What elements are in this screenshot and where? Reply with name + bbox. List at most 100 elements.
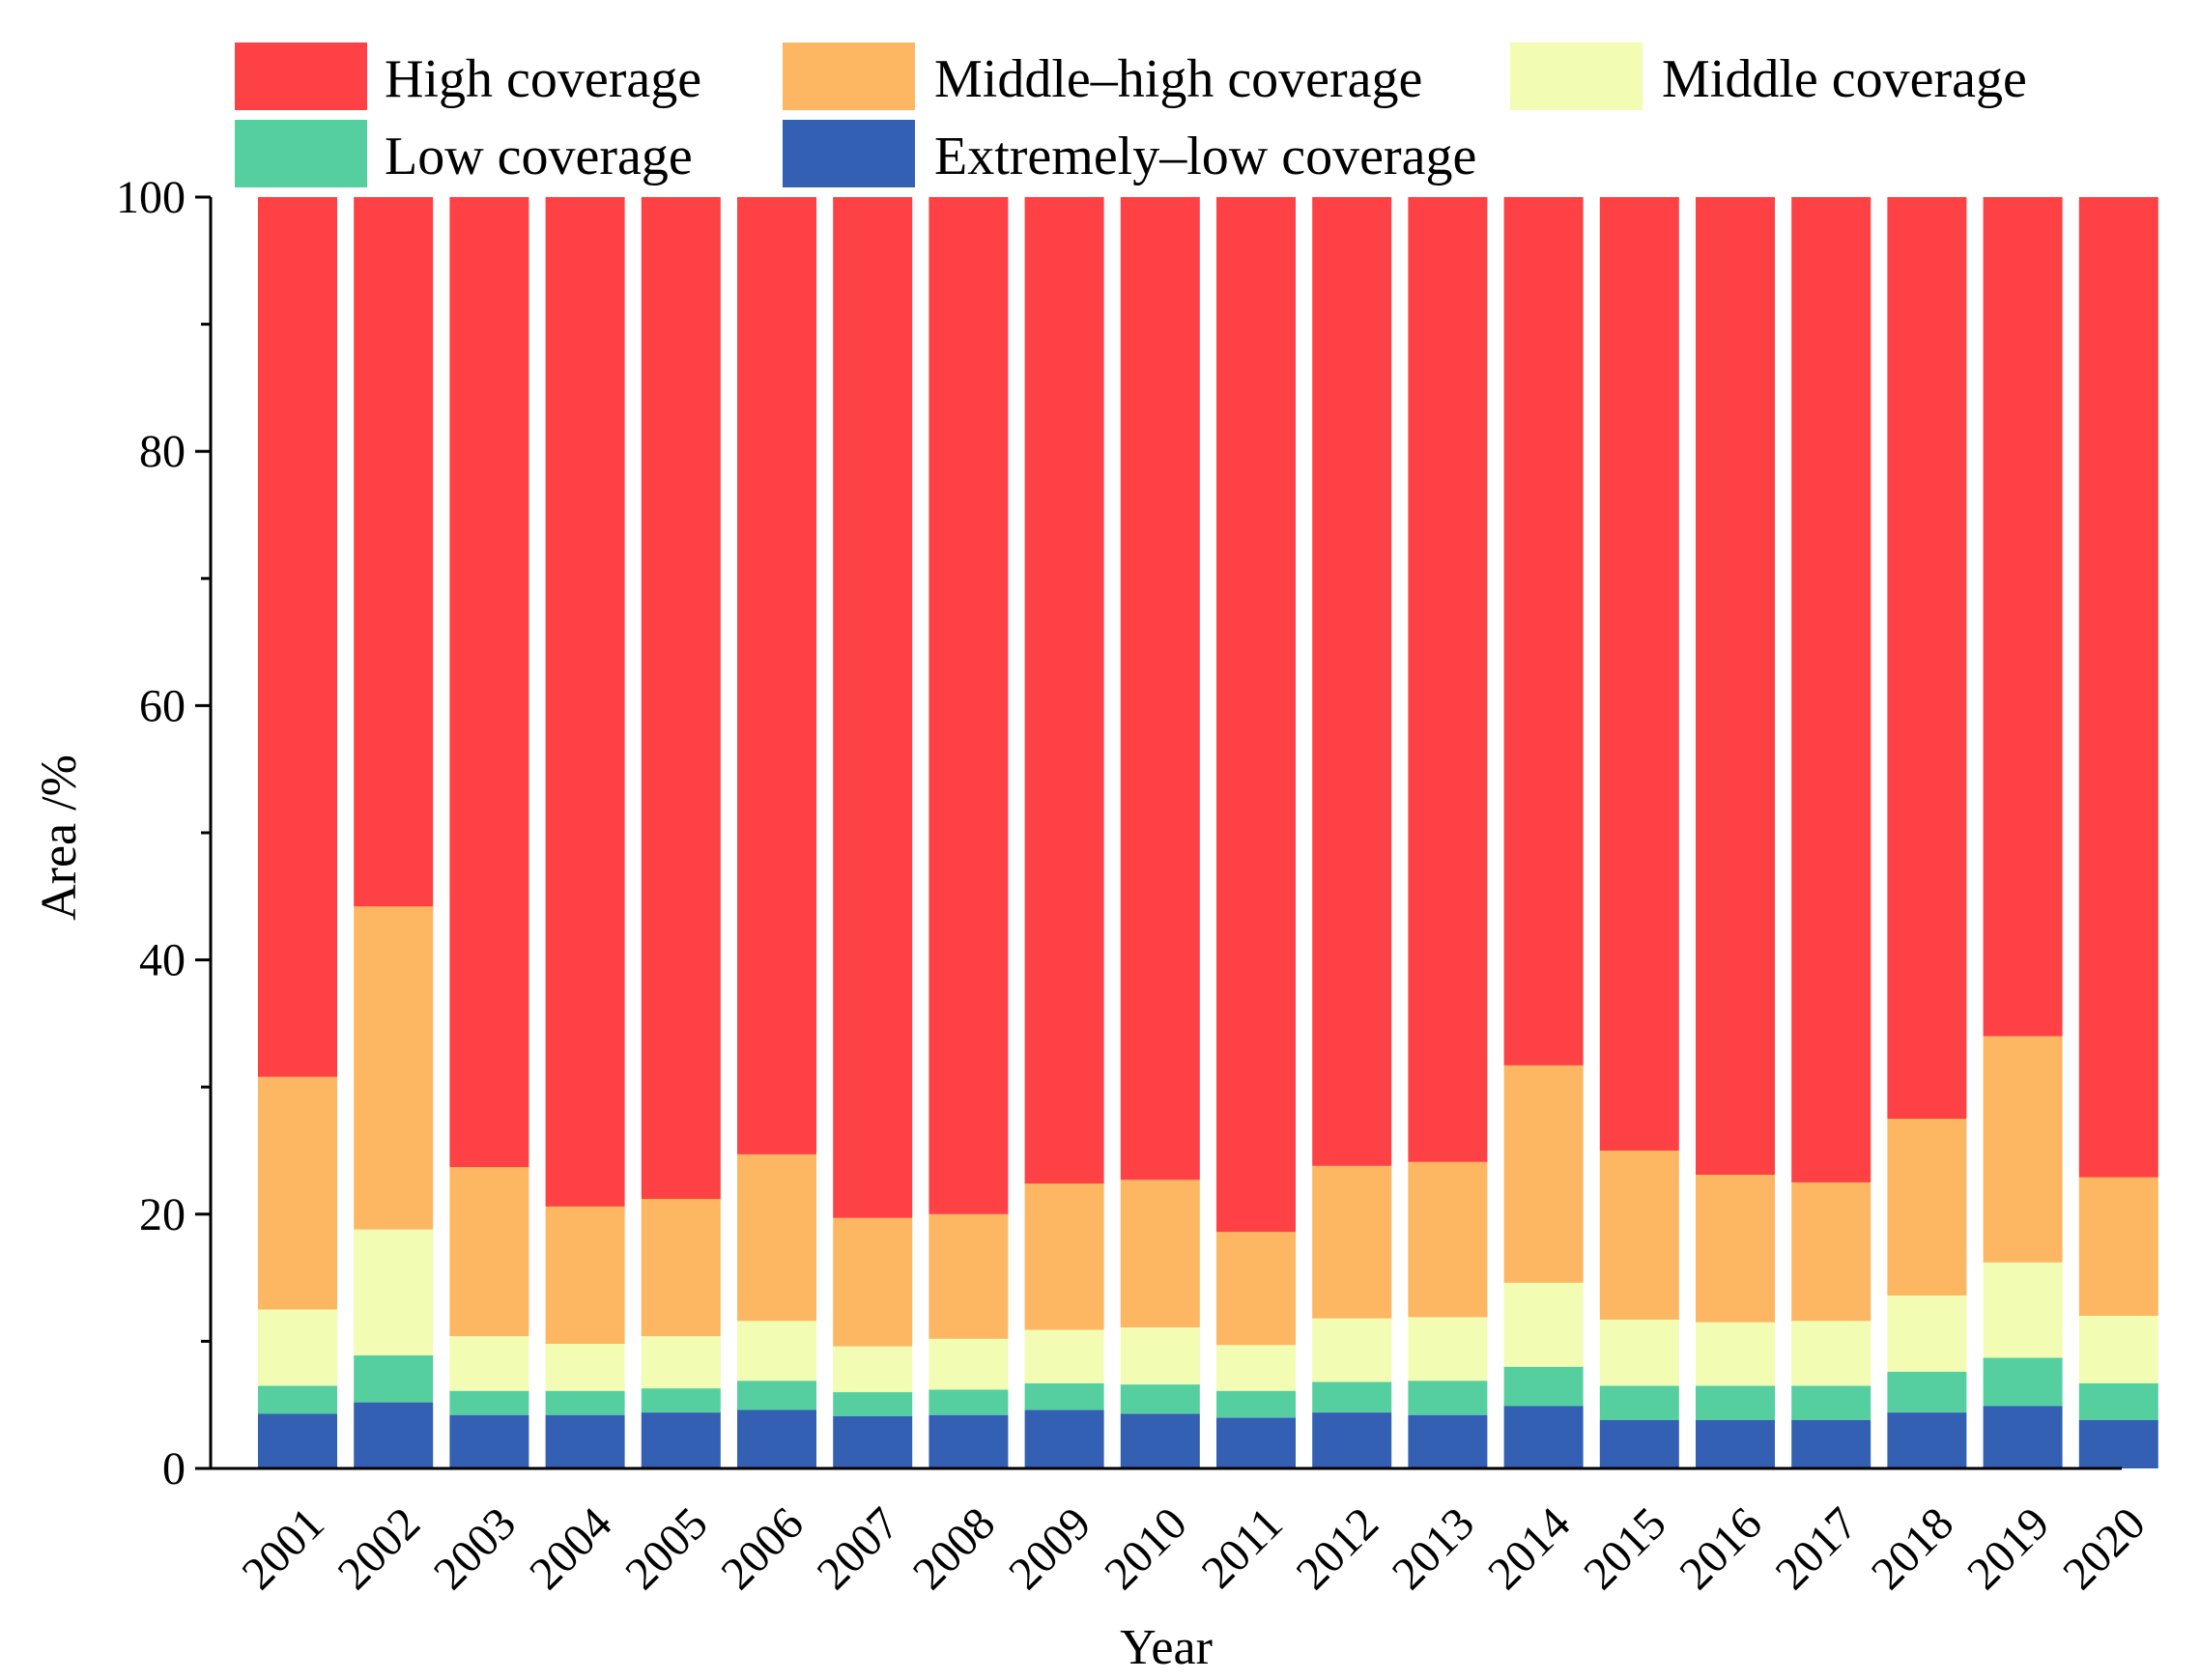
bar-segment-2020-s0 [2078, 1420, 2158, 1468]
x-tick-label: 2014 [1478, 1497, 1580, 1599]
bar-segment-2016-s1 [1696, 1385, 1775, 1420]
bar-segment-2007-s1 [833, 1392, 913, 1416]
bar-segment-2012-s0 [1312, 1412, 1392, 1468]
bar-segment-2012-s2 [1312, 1318, 1392, 1382]
x-tick-label: 2017 [1766, 1497, 1868, 1599]
x-tick-label: 2020 [2053, 1497, 2155, 1599]
bar-segment-2015-s2 [1599, 1320, 1679, 1386]
bar-segment-2004-s2 [545, 1344, 625, 1391]
legend-swatch-extremely-low [783, 120, 915, 187]
bar-segment-2020-s1 [2078, 1382, 2158, 1420]
x-tick-label: 2007 [808, 1497, 909, 1599]
y-tick-label: 20 [139, 1189, 186, 1240]
bar-segment-2016-s3 [1696, 1175, 1775, 1323]
y-tick-label: 0 [162, 1443, 186, 1495]
bar-segment-2017-s4 [1791, 197, 1871, 1182]
bar-segment-2005-s3 [641, 1199, 721, 1337]
bar-segment-2012-s3 [1312, 1165, 1392, 1319]
bar-segment-2016-s0 [1696, 1420, 1775, 1468]
bar-segment-2006-s0 [737, 1409, 816, 1468]
bar-segment-2011-s1 [1216, 1390, 1296, 1418]
bar-segment-2019-s4 [1983, 197, 2063, 1037]
bar-segment-2012-s4 [1312, 197, 1392, 1166]
bar-segment-2007-s3 [833, 1217, 913, 1347]
bar-segment-2001-s3 [258, 1076, 337, 1310]
bar-segment-2016-s2 [1696, 1322, 1775, 1386]
bar-segment-2010-s1 [1120, 1384, 1200, 1414]
bar-segment-2005-s0 [641, 1412, 721, 1468]
legend-label-middle: Middle coverage [1662, 49, 2027, 109]
x-tick-label: 2004 [520, 1497, 621, 1599]
bar-segment-2006-s3 [737, 1153, 816, 1322]
bar-segment-2008-s1 [929, 1389, 1009, 1415]
legend-swatch-middle [1510, 43, 1643, 110]
bar-segment-2008-s2 [929, 1338, 1009, 1390]
bar-segment-2008-s4 [929, 197, 1009, 1214]
bar-segment-2017-s1 [1791, 1385, 1871, 1420]
bar-segment-2014-s2 [1503, 1282, 1584, 1367]
bar-segment-2018-s1 [1887, 1372, 1967, 1413]
bar-segment-2013-s2 [1408, 1317, 1488, 1381]
y-tick-label: 100 [116, 172, 186, 223]
x-tick-label: 2008 [903, 1497, 1005, 1599]
bar-segment-2003-s3 [449, 1167, 529, 1337]
bar-segment-2013-s4 [1408, 197, 1488, 1162]
bar-segment-2001-s0 [258, 1413, 337, 1468]
bar-segment-2011-s3 [1216, 1232, 1296, 1346]
x-tick-label: 2006 [711, 1497, 813, 1599]
y-axis-title: Area /% [32, 755, 87, 921]
bar-segment-2006-s2 [737, 1321, 816, 1381]
bar-segment-2020-s3 [2078, 1177, 2158, 1316]
legend-swatch-low [235, 120, 367, 187]
x-tick-label: 2005 [615, 1497, 717, 1599]
bar-segment-2002-s0 [354, 1402, 434, 1468]
bar-segment-2017-s3 [1791, 1182, 1871, 1322]
bar-segment-2008-s3 [929, 1213, 1009, 1339]
bar-segment-2004-s4 [545, 197, 625, 1207]
bar-segment-2010-s3 [1120, 1180, 1200, 1327]
x-tick-label: 2003 [424, 1497, 526, 1599]
bar-segment-2015-s1 [1599, 1385, 1679, 1420]
bar-segment-2020-s4 [2078, 197, 2158, 1178]
x-tick-label: 2010 [1095, 1497, 1196, 1599]
bar-segment-2019-s1 [1983, 1357, 2063, 1407]
bar-segment-2011-s4 [1216, 197, 1296, 1233]
bar-segment-2017-s0 [1791, 1420, 1871, 1468]
legend: High coverage Middle–high coverage Middl… [235, 43, 2027, 187]
bar-segment-2018-s4 [1887, 197, 1967, 1120]
bar-segment-2002-s2 [354, 1229, 434, 1355]
bar-segment-2014-s4 [1503, 197, 1584, 1066]
x-tick-label: 2002 [329, 1497, 430, 1599]
x-tick-label: 2011 [1192, 1497, 1293, 1598]
bar-segment-2012-s1 [1312, 1381, 1392, 1413]
bar-segment-2007-s2 [833, 1346, 913, 1393]
bar-segment-2019-s3 [1983, 1036, 2063, 1263]
bar-segment-2007-s0 [833, 1416, 913, 1468]
bar-segment-2014-s0 [1503, 1406, 1584, 1468]
bar-segment-2016-s4 [1696, 197, 1775, 1175]
bar-segment-2014-s1 [1503, 1366, 1584, 1407]
bar-segment-2010-s4 [1120, 197, 1200, 1181]
bar-segment-2005-s2 [641, 1336, 721, 1389]
bar-segment-2002-s1 [354, 1354, 434, 1403]
bar-segment-2004-s1 [545, 1390, 625, 1415]
x-axis-title: Year [1120, 1620, 1213, 1675]
legend-swatch-middle-high [783, 43, 915, 110]
bar-segment-2013-s3 [1408, 1161, 1488, 1318]
bar-segment-2003-s4 [449, 197, 529, 1168]
bar-segment-2013-s0 [1408, 1414, 1488, 1468]
bar-segment-2009-s0 [1024, 1409, 1104, 1468]
x-tick-label: 2019 [1957, 1497, 2059, 1599]
bar-segment-2018-s0 [1887, 1412, 1967, 1468]
bar-segment-2003-s0 [449, 1414, 529, 1468]
x-tick-label: 2012 [1287, 1497, 1388, 1599]
bar-segment-2004-s0 [545, 1414, 625, 1468]
bar-segment-2002-s3 [354, 906, 434, 1230]
bar-segment-2018-s2 [1887, 1296, 1967, 1372]
bar-segment-2009-s2 [1024, 1329, 1104, 1383]
bar-segment-2004-s3 [545, 1206, 625, 1344]
legend-label-high: High coverage [385, 49, 701, 109]
x-tick-label: 2015 [1574, 1497, 1675, 1599]
